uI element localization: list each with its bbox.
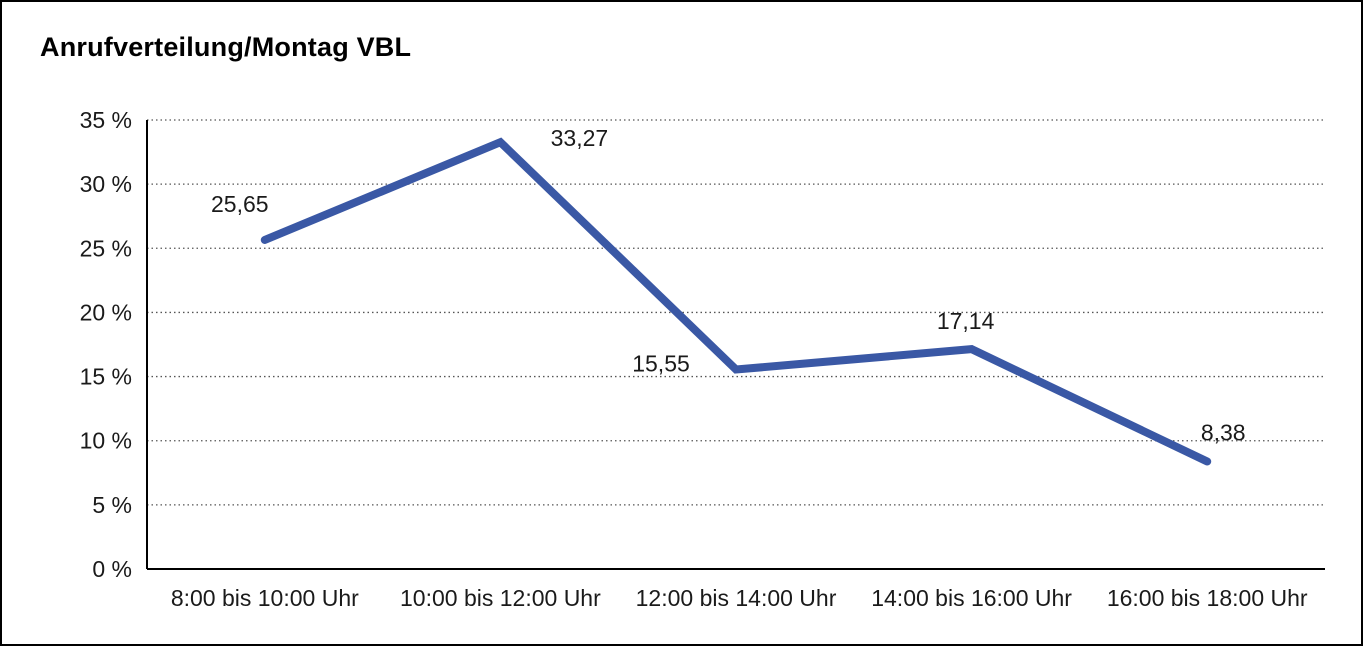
point-label: 33,27 [551, 125, 609, 151]
y-tick-labels: 0 % 5 % 10 % 15 % 20 % 25 % 30 % 35 % [80, 107, 132, 582]
y-tick-label: 10 % [80, 428, 132, 454]
point-label: 17,14 [937, 308, 995, 334]
y-tick-label: 30 % [80, 171, 132, 197]
point-label: 8,38 [1201, 419, 1246, 445]
x-tick-label: 8:00 bis 10:00 Uhr [171, 585, 359, 611]
y-gridlines [147, 119, 1325, 506]
x-tick-label: 14:00 bis 16:00 Uhr [871, 585, 1072, 611]
y-tick-label: 5 % [92, 492, 132, 518]
y-tick-label: 25 % [80, 235, 132, 261]
data-line [260, 137, 1212, 466]
x-tick-label: 12:00 bis 14:00 Uhr [636, 585, 837, 611]
y-tick-label: 0 % [92, 556, 132, 582]
x-tick-label: 10:00 bis 12:00 Uhr [400, 585, 601, 611]
y-tick-label: 20 % [80, 299, 132, 325]
y-tick-label: 35 % [80, 107, 132, 133]
point-label: 25,65 [211, 191, 269, 217]
y-tick-label: 15 % [80, 364, 132, 390]
axes [146, 120, 1325, 570]
point-labels: 25,65 33,27 15,55 17,14 8,38 [211, 125, 1246, 445]
chart-title: Anrufverteilung/Montag VBL [40, 32, 412, 62]
point-label: 15,55 [632, 351, 690, 377]
x-tick-label: 16:00 bis 18:00 Uhr [1107, 585, 1308, 611]
x-tick-labels: 8:00 bis 10:00 Uhr 10:00 bis 12:00 Uhr 12:… [171, 585, 1308, 611]
series-line [260, 137, 1212, 466]
